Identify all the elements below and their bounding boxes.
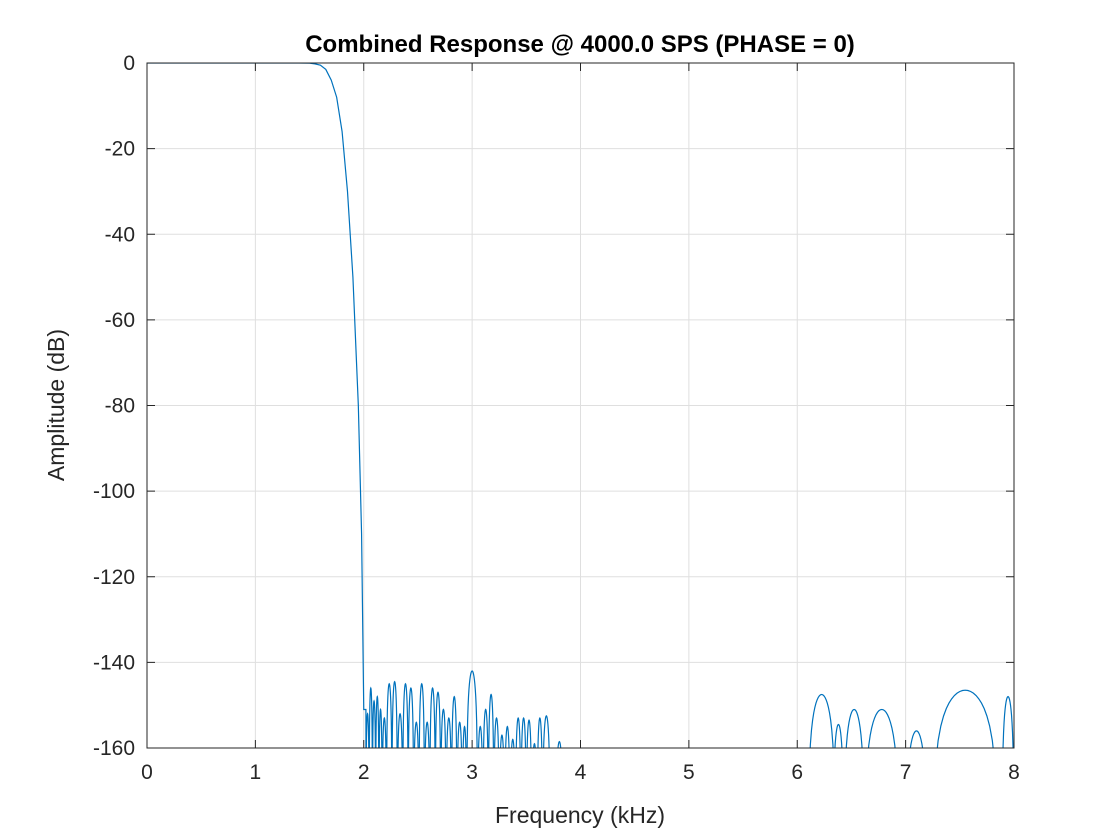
x-tick-label: 0 — [141, 761, 153, 784]
x-tick-label: 4 — [575, 761, 587, 784]
response-line-passband — [147, 63, 562, 748]
x-axis-label: Frequency (kHz) — [495, 802, 665, 828]
x-tick-label: 1 — [250, 761, 262, 784]
y-tick-label: -140 — [93, 651, 135, 674]
y-tick-label: -120 — [93, 566, 135, 589]
chart-title: Combined Response @ 4000.0 SPS (PHASE = … — [305, 31, 855, 58]
response-line-stopband — [809, 689, 1014, 748]
x-tick-label: 6 — [791, 761, 803, 784]
x-tick-label: 3 — [466, 761, 478, 784]
y-tick-label: -100 — [93, 480, 135, 503]
x-tick-label: 2 — [358, 761, 370, 784]
y-axis-label: Amplitude (dB) — [43, 329, 69, 481]
y-tick-label: -40 — [105, 223, 135, 246]
plot-area: 0 1 2 3 4 5 6 7 8 0 -20 -40 -60 -80 -100 -120 -140 -160 — [93, 52, 1020, 784]
y-tick-label: 0 — [123, 52, 135, 75]
y-tick-label: -60 — [105, 309, 135, 332]
x-tick-label: 8 — [1008, 761, 1020, 784]
y-tick-label: -20 — [105, 138, 135, 161]
x-tick-label: 5 — [683, 761, 695, 784]
x-tick-label: 7 — [900, 761, 912, 784]
y-tick-label: -160 — [93, 737, 135, 760]
y-tick-label: -80 — [105, 395, 135, 418]
